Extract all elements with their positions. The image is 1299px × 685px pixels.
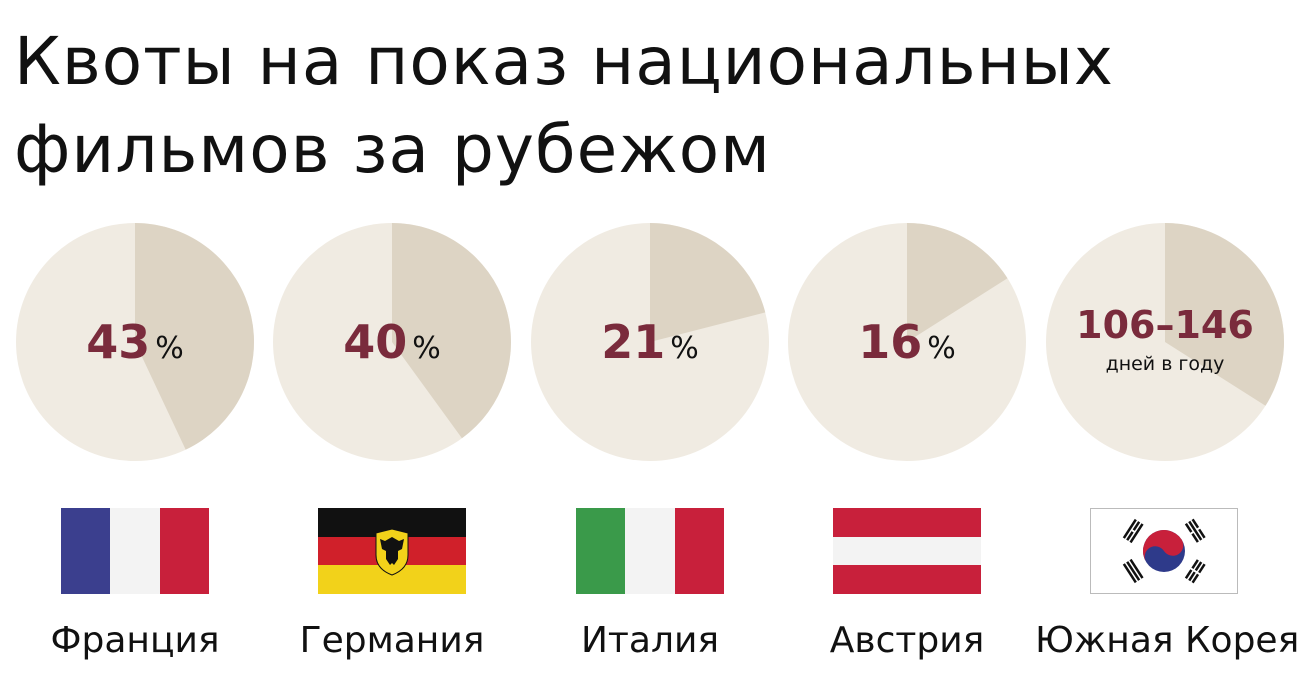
- italy-flag: [576, 508, 724, 594]
- country-label-france: Франция: [50, 620, 220, 661]
- pie-slice-france: [135, 223, 254, 450]
- france-flag: [61, 508, 209, 594]
- pie-value-south-korea: 106–146: [1076, 303, 1254, 347]
- country-label-south-korea: Южная Корея: [1035, 620, 1299, 661]
- pie-value-germany: 40%: [343, 315, 441, 369]
- pie-unit-south-korea: дней в году: [1106, 353, 1225, 375]
- pie-slice-germany: [392, 223, 511, 439]
- pie-value-austria: 16%: [858, 315, 956, 369]
- chart-title: Квоты на показ национальных фильмов за р…: [14, 18, 1114, 194]
- country-label-germany: Германия: [299, 620, 485, 661]
- country-label-austria: Австрия: [829, 620, 985, 661]
- title-line-1: Квоты на показ национальных: [14, 23, 1114, 100]
- pie-slice-south-korea: [1165, 223, 1285, 406]
- austria-flag: [833, 508, 981, 594]
- pie-value-france: 43%: [86, 315, 184, 369]
- south-korea-flag: [1090, 508, 1238, 594]
- pie-slice-austria: [907, 222, 1008, 342]
- pie-slice-italy: [650, 223, 766, 342]
- eagle-icon: [375, 528, 409, 576]
- pie-value-italy: 21%: [601, 315, 699, 369]
- germany-flag: [318, 508, 466, 594]
- title-line-2: фильмов за рубежом: [14, 111, 771, 188]
- country-label-italy: Италия: [580, 620, 720, 661]
